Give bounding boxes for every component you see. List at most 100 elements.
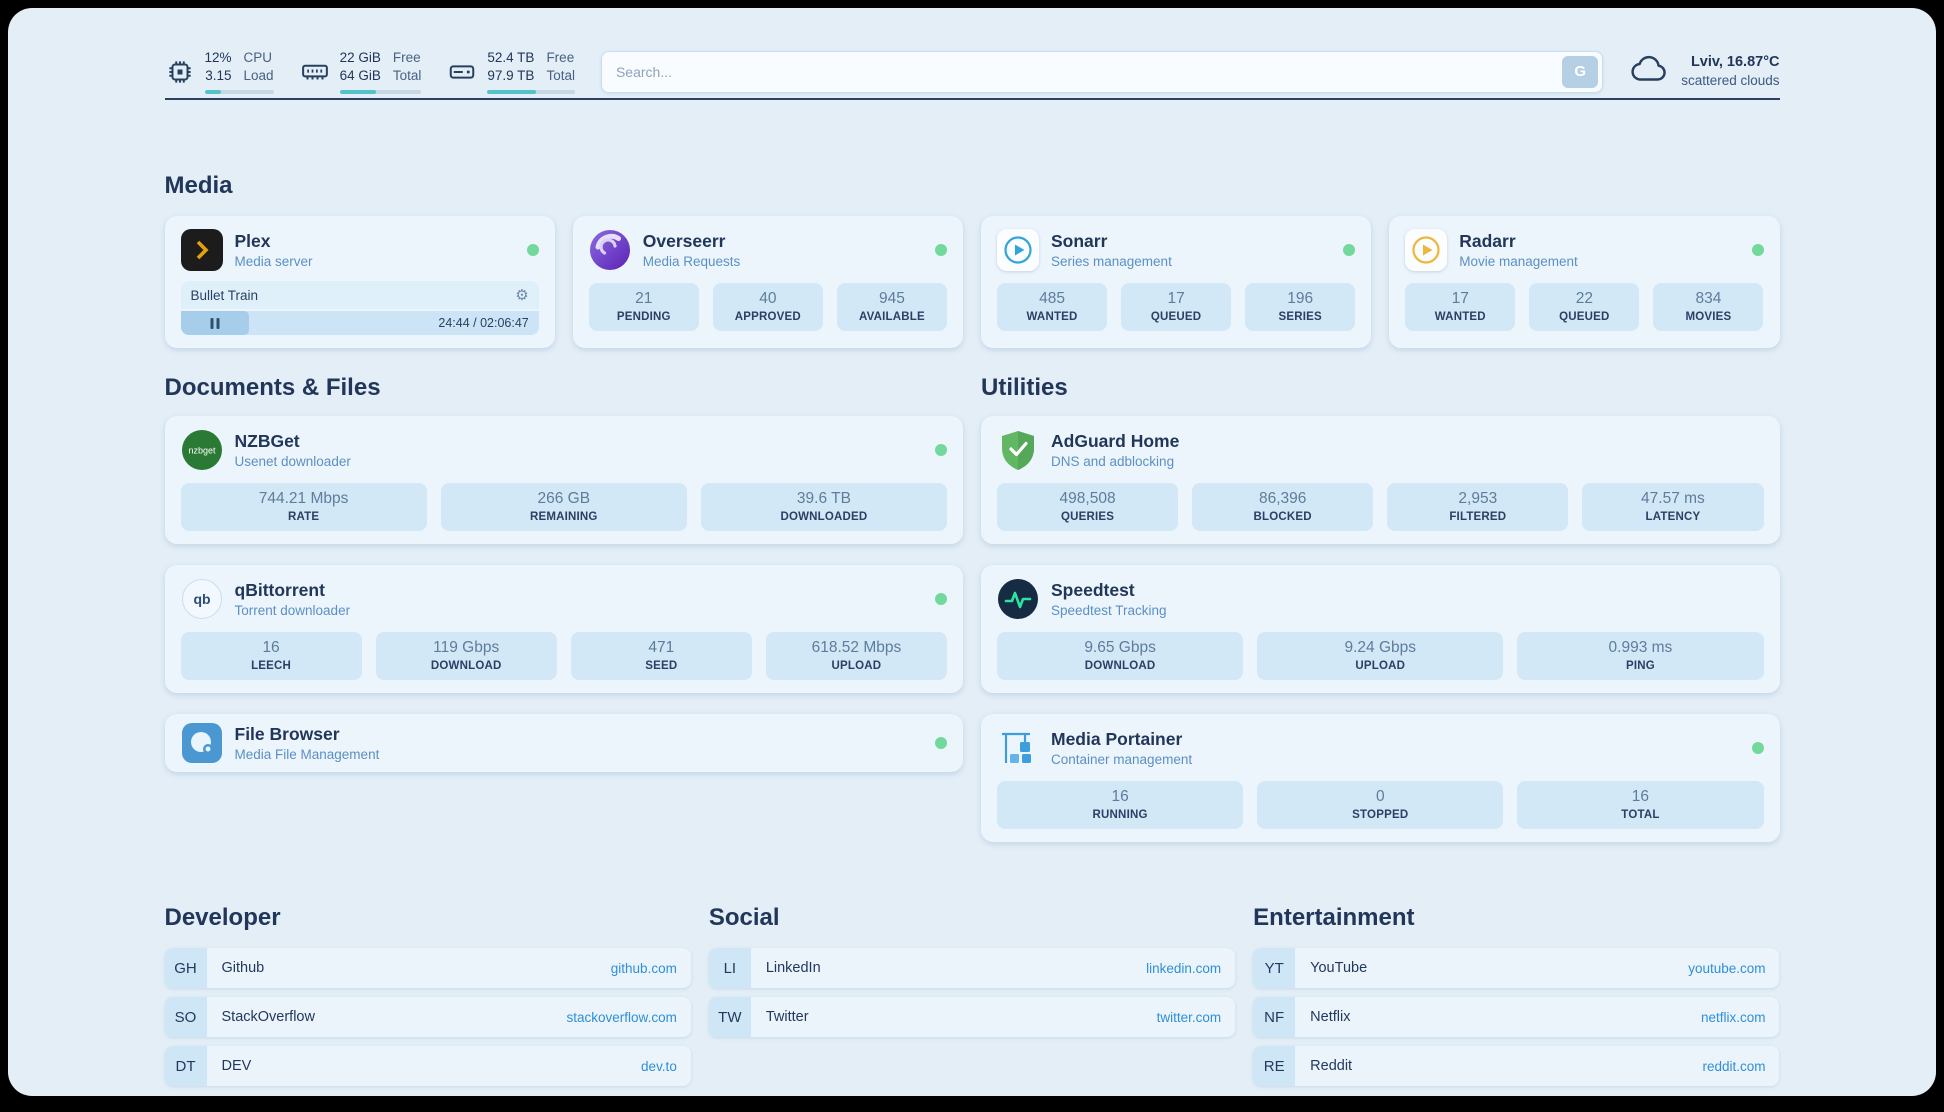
stat-approved: 40 APPROVED [712,283,823,331]
service-subtitle: Media File Management [234,747,380,763]
bookmark-stackoverflow[interactable]: SO StackOverflow stackoverflow.com [164,997,691,1037]
stat-queued: 22 QUEUED [1529,283,1640,331]
cpu-widget: 12% 3.15 CPU Load [165,49,274,94]
bookmark-abbr: DT [164,1046,207,1086]
status-online-dot [1343,244,1356,256]
bookmark-name: StackOverflow [221,1009,315,1025]
qbittorrent-icon: qb [181,578,223,620]
service-card-qbittorrent[interactable]: qb qBittorrent Torrent downloader 16 LEEC… [164,565,963,693]
plex-icon [180,229,223,271]
service-title: Media Portainer [1051,728,1183,749]
bookmark-link[interactable]: stackoverflow.com [566,1009,677,1025]
service-subtitle: Series management [1051,254,1172,270]
developer-heading: Developer [164,904,281,931]
service-title: Radarr [1459,230,1516,251]
disk-progress-bar [487,89,575,94]
memory-total-value: 64 GiB [339,68,381,83]
social-heading: Social [708,904,780,931]
service-card-plex[interactable]: Plex Media server Bullet Train ⚙ [164,216,555,348]
bookmark-link[interactable]: netflix.com [1700,1009,1766,1025]
memory-label-1: Free [392,50,421,66]
bookmark-link[interactable]: reddit.com [1702,1058,1766,1074]
service-card-filebrowser[interactable]: File Browser Media File Management [164,714,963,772]
stat-movies: 834 MOVIES [1653,283,1764,331]
cpu-label-2: Load [243,68,274,83]
bookmark-name: YouTube [1310,960,1368,976]
stat-queued: 17 QUEUED [1121,283,1232,331]
google-search-button[interactable]: G [1562,55,1599,88]
section-media: Media Plex Media server [164,172,1780,348]
dashboard-page: 12% 3.15 CPU Load [8,8,1936,1096]
service-subtitle: Movie management [1459,254,1578,270]
pause-button[interactable] [180,311,249,335]
service-subtitle: Torrent downloader [234,603,351,619]
bookmark-twitter[interactable]: TW Twitter twitter.com [708,997,1236,1037]
weather-widget: Lviv, 16.87°C scattered clouds [1629,52,1780,91]
service-card-nzbget[interactable]: nzbget NZBGet Usenet downloader 744.21 M… [164,416,963,544]
memory-widget: 22 GiB 64 GiB Free Total [300,49,422,94]
service-subtitle: DNS and adblocking [1051,454,1175,470]
bookmark-name: LinkedIn [765,960,821,976]
adguard-icon [997,429,1039,471]
ram-icon [300,57,330,87]
bookmark-link[interactable]: dev.to [641,1058,677,1074]
bookmark-reddit[interactable]: RE Reddit reddit.com [1253,1046,1780,1086]
bookmark-link[interactable]: twitter.com [1156,1009,1222,1025]
bookmark-abbr: RE [1253,1046,1296,1086]
stat-download: 119 Gbps DOWNLOAD [375,632,557,680]
bookmark-abbr: NF [1253,997,1296,1037]
service-card-adguard[interactable]: AdGuard Home DNS and adblocking 498,508 Q… [981,416,1780,544]
service-title: File Browser [234,723,340,744]
nzbget-icon: nzbget [181,429,223,471]
stat-stopped: 0 STOPPED [1257,781,1504,829]
search-input[interactable] [600,50,1604,93]
radarr-icon [1405,229,1448,271]
service-title: Sonarr [1051,230,1108,251]
service-subtitle: Media server [234,254,313,270]
gear-icon[interactable]: ⚙ [515,286,529,304]
status-online-dot [935,244,947,256]
service-title: NZBGet [234,430,300,451]
bookmark-link[interactable]: youtube.com [1688,960,1766,976]
service-card-speedtest[interactable]: Speedtest Speedtest Tracking 9.65 Gbps DO… [981,565,1780,693]
service-card-overseerr[interactable]: Overseerr Media Requests 21 PENDING 40 APP… [572,216,963,348]
bookmark-netflix[interactable]: NF Netflix netflix.com [1253,997,1780,1037]
bookmark-youtube[interactable]: YT YouTube youtube.com [1253,948,1780,988]
bookmark-link[interactable]: github.com [610,960,677,976]
service-subtitle: Media Requests [642,254,741,270]
service-card-portainer[interactable]: Media Portainer Container management 16 R… [981,714,1780,842]
bookmark-dev[interactable]: DT DEV dev.to [164,1046,691,1086]
bookmark-abbr: TW [708,997,751,1037]
bookmark-link[interactable]: linkedin.com [1146,960,1222,976]
stat-blocked: 86,396 BLOCKED [1192,483,1374,531]
header-divider [164,98,1780,100]
bookmark-group-entertainment: Entertainment YT YouTube youtube.com NF … [1253,904,1780,1086]
service-subtitle: Speedtest Tracking [1051,603,1167,619]
bookmark-github[interactable]: GH Github github.com [164,948,691,988]
cpu-label-1: CPU [243,50,273,66]
service-subtitle: Container management [1051,752,1193,768]
stat-wanted: 17 WANTED [1405,283,1516,331]
sonarr-icon [997,229,1039,271]
bookmark-name: DEV [221,1058,252,1074]
service-card-radarr[interactable]: Radarr Movie management 17 WANTED 22 QUEUE… [1389,216,1780,348]
stat-latency: 47.57 ms LATENCY [1582,483,1764,531]
stat-pending: 21 PENDING [588,283,699,331]
plex-now-playing: Bullet Train ⚙ 24:44 / 02:06:47 [180,281,539,335]
bookmark-linkedin[interactable]: LI LinkedIn linkedin.com [708,948,1236,988]
bookmark-abbr: LI [708,948,751,988]
service-title: AdGuard Home [1051,430,1180,451]
now-playing-progress-bar[interactable]: 24:44 / 02:06:47 [180,311,539,335]
disk-free-value: 52.4 TB [487,50,535,66]
stat-total: 16 TOTAL [1517,781,1764,829]
documents-heading: Documents & Files [164,374,381,401]
stat-ping: 0.993 ms PING [1517,632,1764,680]
top-bar: 12% 3.15 CPU Load [165,8,1780,98]
service-card-sonarr[interactable]: Sonarr Series management 485 WANTED 17 QUE… [981,216,1372,348]
weather-location-temp: Lviv, 16.87°C [1690,53,1780,70]
memory-free-value: 22 GiB [339,50,381,66]
bookmark-group-developer: Developer GH Github github.com SO StackO… [164,904,691,1086]
stat-downloaded: 39.6 TB DOWNLOADED [700,483,948,531]
status-online-dot [1751,742,1764,754]
memory-label-2: Total [392,68,422,83]
